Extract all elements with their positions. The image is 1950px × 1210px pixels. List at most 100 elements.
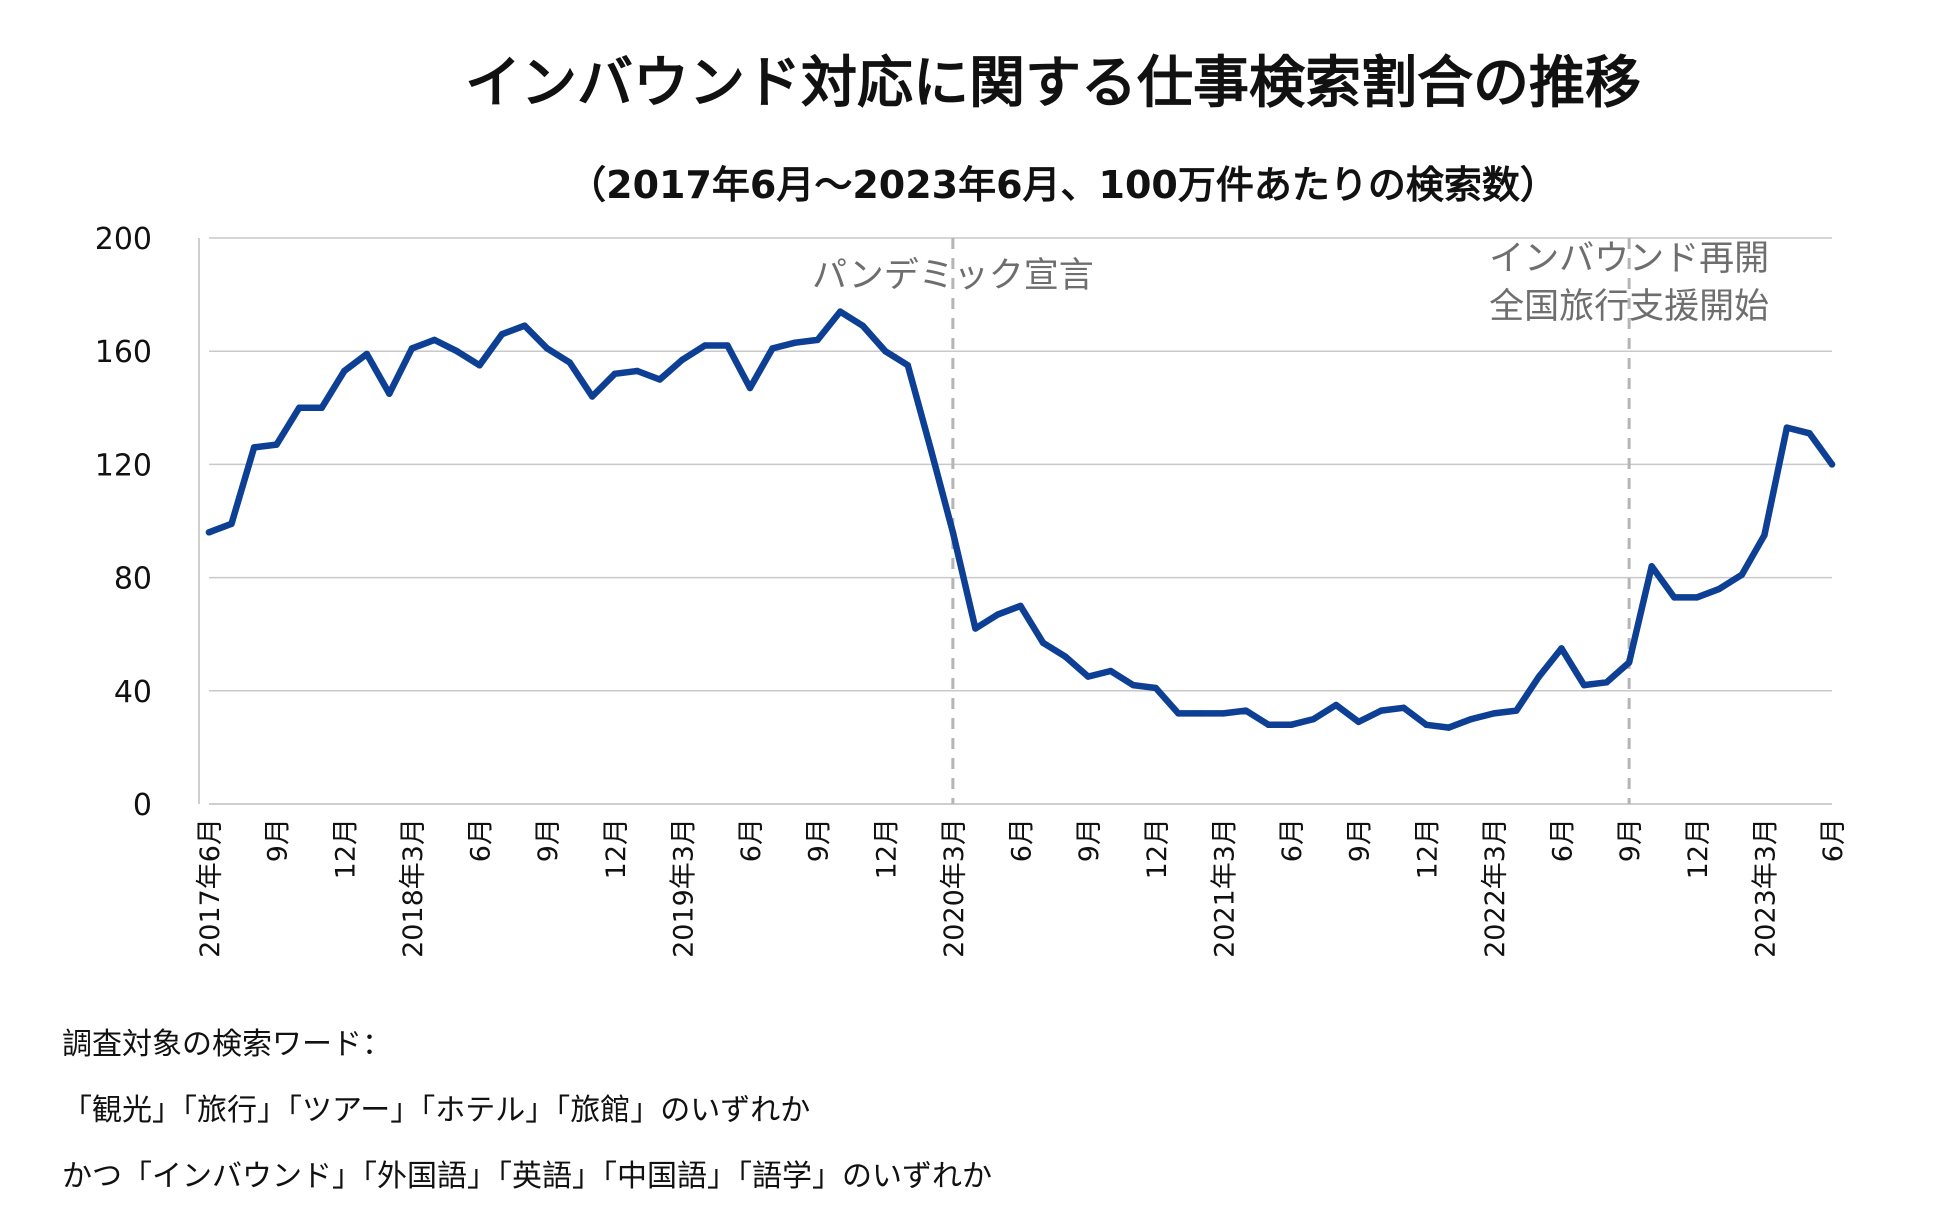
data-point [273,441,280,448]
data-point [1265,721,1272,728]
notes-line-3: かつ「インバウンド」「外国語」「英語」「中国語」「語学」のいずれか [62,1159,992,1194]
x-tick-label: 9月 [533,818,564,862]
data-point [1468,715,1475,723]
series-line [205,308,1836,731]
x-tick-label: 2020年3月 [939,818,970,958]
x-tick-label: 12月 [1412,818,1443,879]
data-point [1152,684,1160,692]
data-point [228,520,235,527]
event-annotation: インバウンド再開 [1489,239,1769,279]
notes-line-2: 「観光」「旅行」「ツアー」「ホテル」「旅館」のいずれか [62,1093,811,1128]
y-axis: 0 40 80 120 160 200 [95,222,200,823]
data-point [611,370,618,377]
data-point [701,342,709,349]
y-tick-label: 160 [95,335,152,370]
data-point [1400,704,1407,711]
data-point [1017,602,1024,610]
data-point [949,529,957,536]
data-point [431,336,438,344]
data-point [656,376,663,383]
data-point [589,393,596,400]
data-point [1175,710,1182,717]
notes: 調査対象の検索ワード： 「観光」「旅行」「ツアー」「ホテル」「旅館」のいずれか … [62,1012,992,1210]
data-point [724,342,731,349]
x-tick-label: 6月 [1007,818,1038,862]
event-annotation: パンデミック宣言 [812,256,1094,296]
chart: インバウンド対応に関する仕事検索割合の推移 （2017年6月～2023年6月、1… [95,51,1849,958]
data-point [1580,681,1588,689]
y-tick-label: 0 [133,788,152,823]
data-point [521,322,528,329]
data-point [363,350,370,358]
data-point [1738,571,1746,578]
x-axis: 2017年6月 9月 12月 2018年3月 6月 9月 12月 2019年3月 6月 9月 12月… [195,818,1849,958]
data-point [1355,718,1362,726]
data-point [1625,659,1633,666]
data-point [1761,532,1768,539]
data-point [814,336,821,344]
data-point [1423,721,1430,728]
x-tick-label: 2019年3月 [668,818,699,958]
data-point [1445,724,1453,731]
x-tick-label: 12月 [601,818,632,879]
data-point [1648,563,1655,570]
x-tick-label: 2021年3月 [1209,818,1240,958]
data-point [1084,673,1092,680]
data-point [927,444,934,451]
data-point [1310,715,1317,723]
data-point [1130,681,1137,689]
chart-title: インバウンド対応に関する仕事検索割合の推移 [465,51,1641,116]
x-tick-label: 9月 [804,818,835,862]
data-point [543,345,551,352]
x-tick-label: 6月 [1277,818,1308,862]
gridlines [209,237,1832,805]
y-tick-label: 40 [114,675,152,710]
y-tick-label: 80 [114,562,152,597]
x-tick-label: 2017年6月 [195,818,226,958]
x-tick-label: 12月 [1683,818,1714,879]
x-tick-label: 12月 [1142,818,1173,879]
y-tick-label: 120 [95,448,152,483]
data-point [1287,721,1295,728]
data-point [566,359,573,366]
data-point [408,345,416,352]
x-tick-label: 2018年3月 [398,818,429,958]
y-tick-label: 200 [95,222,152,257]
x-tick-label: 6月 [466,818,497,862]
data-point [1107,667,1114,675]
data-point [1062,653,1069,660]
data-point [791,339,799,346]
data-point [904,362,911,369]
event-annotation: 全国旅行支援開始 [1489,287,1769,327]
data-point [882,348,889,355]
x-tick-label: 6月 [736,818,767,862]
data-point [1806,430,1813,437]
data-point [972,625,979,632]
data-point [1671,594,1678,601]
data-point [341,367,348,375]
data-point [1558,645,1565,652]
data-point [1332,701,1340,709]
data-point [498,331,506,338]
data-point [1693,594,1701,601]
data-point [250,444,258,451]
data-point [1197,710,1205,717]
notes-line-1: 調査対象の検索ワード： [62,1027,392,1062]
x-tick-label: 2023年3月 [1750,818,1781,958]
data-point [453,348,461,355]
x-tick-label: 9月 [1615,818,1646,862]
data-point [1220,710,1227,717]
data-point [1783,424,1791,431]
chart-subtitle: （2017年6月～2023年6月、100万件あたりの検索数） [568,163,1558,207]
x-tick-label: 6月 [1548,818,1579,862]
data-point [1716,585,1723,593]
data-point [476,362,483,369]
data-point [1242,707,1250,714]
x-tick-label: 6月 [1818,818,1849,862]
plot-area [205,308,1836,731]
x-tick-label: 12月 [871,818,902,879]
data-point [994,611,1002,618]
x-tick-label: 9月 [263,818,294,862]
data-point [859,322,866,329]
